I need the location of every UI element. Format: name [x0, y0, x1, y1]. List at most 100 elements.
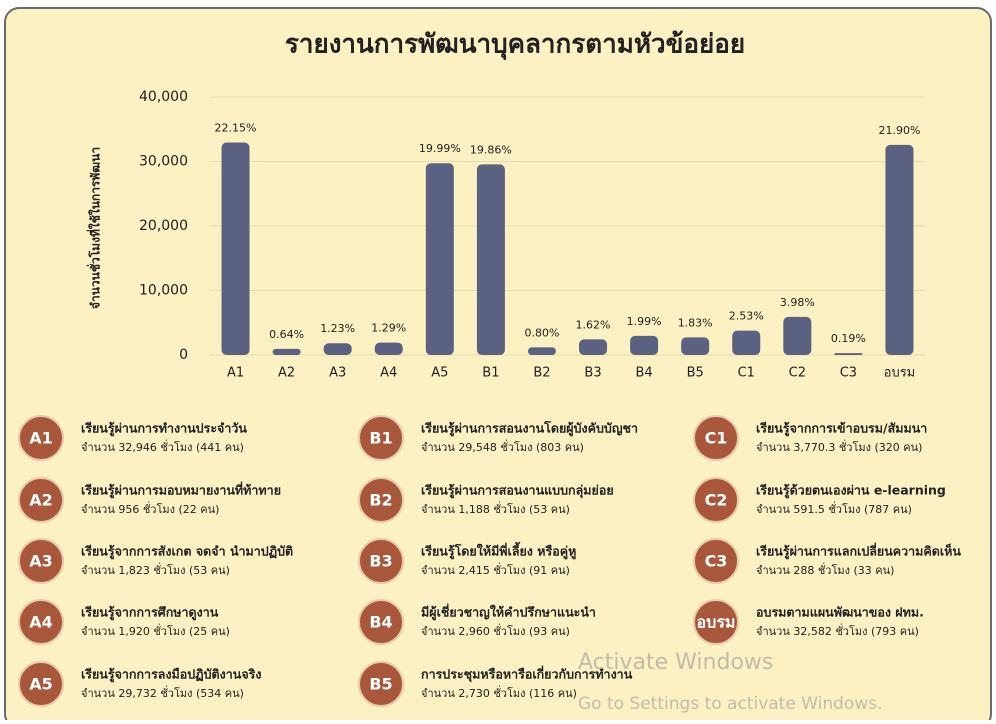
- x-tick-label: A3: [329, 366, 346, 381]
- chart-title: รายงานการพัฒนาบุคลากรตามหัวข้อย่อย: [285, 30, 745, 61]
- legend-title: อบรมตามแผนพัฒนาของ ฝทม.: [756, 605, 924, 620]
- bar: [732, 330, 761, 355]
- y-tick-label: 0: [179, 347, 188, 363]
- bar-annotation: 3.98%: [780, 296, 815, 309]
- legend-detail: จำนวน 956 ชั่วโมง (22 คน): [81, 501, 219, 516]
- x-tick-label: B1: [482, 366, 499, 381]
- legend-detail: จำนวน 591.5 ชั่วโมง (787 คน): [756, 501, 912, 516]
- x-tick-label: A4: [380, 366, 397, 381]
- bar-annotation: 1.99%: [627, 315, 662, 328]
- legend-title: เรียนรู้จากการศึกษาดูงาน: [81, 605, 219, 621]
- legend-detail: จำนวน 2,960 ชั่วโมง (93 คน): [421, 623, 570, 638]
- y-axis-label: จำนวนชั่วโมงที่ใช้ในการพัฒนา: [87, 147, 103, 309]
- legend-badge: [358, 538, 404, 584]
- y-tick-label: 30,000: [139, 154, 188, 170]
- bar: [681, 337, 710, 355]
- x-tick-label: B5: [687, 366, 704, 381]
- bar-annotation: 19.86%: [470, 143, 512, 156]
- legend-badge: [18, 599, 64, 645]
- bar: [476, 164, 505, 355]
- legend-detail: จำนวน 32,946 ชั่วโมง (441 คน): [81, 439, 244, 454]
- y-tick-label: 20,000: [139, 218, 188, 234]
- bar-annotation: 22.15%: [215, 121, 257, 134]
- bar: [630, 335, 659, 355]
- legend-code: B1: [369, 429, 392, 448]
- legend-detail: จำนวน 29,548 ชั่วโมง (803 คน): [421, 439, 584, 454]
- bar-annotation: 0.64%: [269, 328, 304, 341]
- legend-badge: [693, 599, 739, 645]
- legend-code: B4: [369, 613, 392, 632]
- bar: [374, 342, 403, 355]
- legend-code: B2: [369, 491, 392, 510]
- legend-badge: [358, 661, 404, 707]
- x-tick-label: C1: [738, 366, 755, 381]
- bar-annotation: 1.29%: [371, 322, 406, 335]
- legend-title: เรียนรู้ผ่านการสอนงานแบบกลุ่มย่อย: [421, 483, 614, 499]
- bar: [425, 163, 454, 355]
- legend-badge: [18, 415, 64, 461]
- watermark: Go to Settings to activate Windows.: [578, 694, 883, 714]
- bar-annotation: 1.62%: [576, 318, 611, 331]
- legend-title: เรียนรู้ผ่านการแลกเปลี่ยนความคิดเห็น: [756, 543, 961, 560]
- legend-code: C3: [705, 552, 728, 571]
- x-tick-label: A2: [278, 366, 295, 381]
- y-tick-label: 10,000: [139, 283, 188, 299]
- legend-code: อบรม: [697, 613, 736, 632]
- legend-badge: [18, 477, 64, 523]
- legend-title: เรียนรู้จากการลงมือปฏิบัติงานจริง: [81, 667, 261, 683]
- bar: [272, 348, 301, 355]
- legend-badge: [358, 477, 404, 523]
- bar-annotation: 19.99%: [419, 142, 461, 155]
- y-tick-label: 40,000: [139, 89, 188, 105]
- legend-detail: จำนวน 1,823 ชั่วโมง (53 คน): [81, 562, 230, 577]
- legend-title: เรียนรู้ด้วยตนเองผ่าน e-learning: [756, 483, 946, 499]
- bar: [783, 316, 812, 355]
- bar-annotation: 21.90%: [878, 124, 920, 137]
- legend-code: A5: [29, 675, 53, 694]
- bar: [323, 343, 352, 355]
- legend-code: A3: [29, 552, 53, 571]
- legend-badge: [693, 538, 739, 584]
- legend-badge: [18, 661, 64, 707]
- x-tick-label: C2: [789, 366, 806, 381]
- bar-annotation: 0.19%: [831, 332, 866, 345]
- legend-detail: จำนวน 2,730 ชั่วโมง (116 คน): [421, 685, 577, 700]
- bar: [885, 144, 914, 355]
- x-tick-label: อบรม: [884, 366, 916, 381]
- bar: [527, 347, 556, 355]
- x-tick-label: B3: [584, 366, 601, 381]
- legend-code: A2: [29, 491, 53, 510]
- x-tick-label: A1: [227, 366, 244, 381]
- watermark: Activate Windows: [578, 650, 773, 675]
- legend-detail: จำนวน 29,732 ชั่วโมง (534 คน): [81, 685, 244, 700]
- legend-detail: จำนวน 32,582 ชั่วโมง (793 คน): [756, 623, 919, 638]
- legend-badge: [693, 477, 739, 523]
- bar-annotation: 0.80%: [524, 326, 559, 339]
- bar-annotation: 1.23%: [320, 322, 355, 335]
- legend-code: B3: [369, 552, 392, 571]
- legend-badge: [18, 538, 64, 584]
- legend-code: B5: [369, 675, 392, 694]
- legend-code: A4: [29, 613, 53, 632]
- bar: [834, 353, 863, 355]
- legend-detail: จำนวน 288 ชั่วโมง (33 คน): [756, 562, 894, 577]
- bar-annotation: 1.83%: [678, 316, 713, 329]
- legend-title: มีผู้เชี่ยวชาญให้คำปรึกษาแนะนำ: [421, 604, 596, 621]
- legend-title: เรียนรู้ผ่านการมอบหมายงานที่ท้าทาย: [81, 482, 281, 499]
- legend-title: เรียนรู้จากการเข้าอบรม/สัมมนา: [756, 421, 927, 437]
- legend-title: เรียนรู้จากการสังเกต จดจำ นำมาปฏิบัติ: [81, 544, 293, 560]
- x-tick-label: C3: [840, 366, 857, 381]
- bar: [579, 339, 608, 355]
- legend-detail: จำนวน 1,920 ชั่วโมง (25 คน): [81, 623, 230, 638]
- legend-title: เรียนรู้โดยให้มีพี่เลี้ยง หรือคู่หู: [421, 542, 576, 560]
- background: [4, 7, 992, 724]
- x-tick-label: B2: [533, 366, 550, 381]
- x-tick-label: A5: [431, 366, 448, 381]
- legend-detail: จำนวน 1,188 ชั่วโมง (53 คน): [421, 501, 570, 516]
- bar-annotation: 2.53%: [729, 310, 764, 323]
- legend-title: เรียนรู้ผ่านการสอนงานโดยผู้บังคับบัญชา: [421, 421, 638, 437]
- legend-code: C1: [705, 429, 728, 448]
- legend-badge: [358, 415, 404, 461]
- legend-badge: [358, 599, 404, 645]
